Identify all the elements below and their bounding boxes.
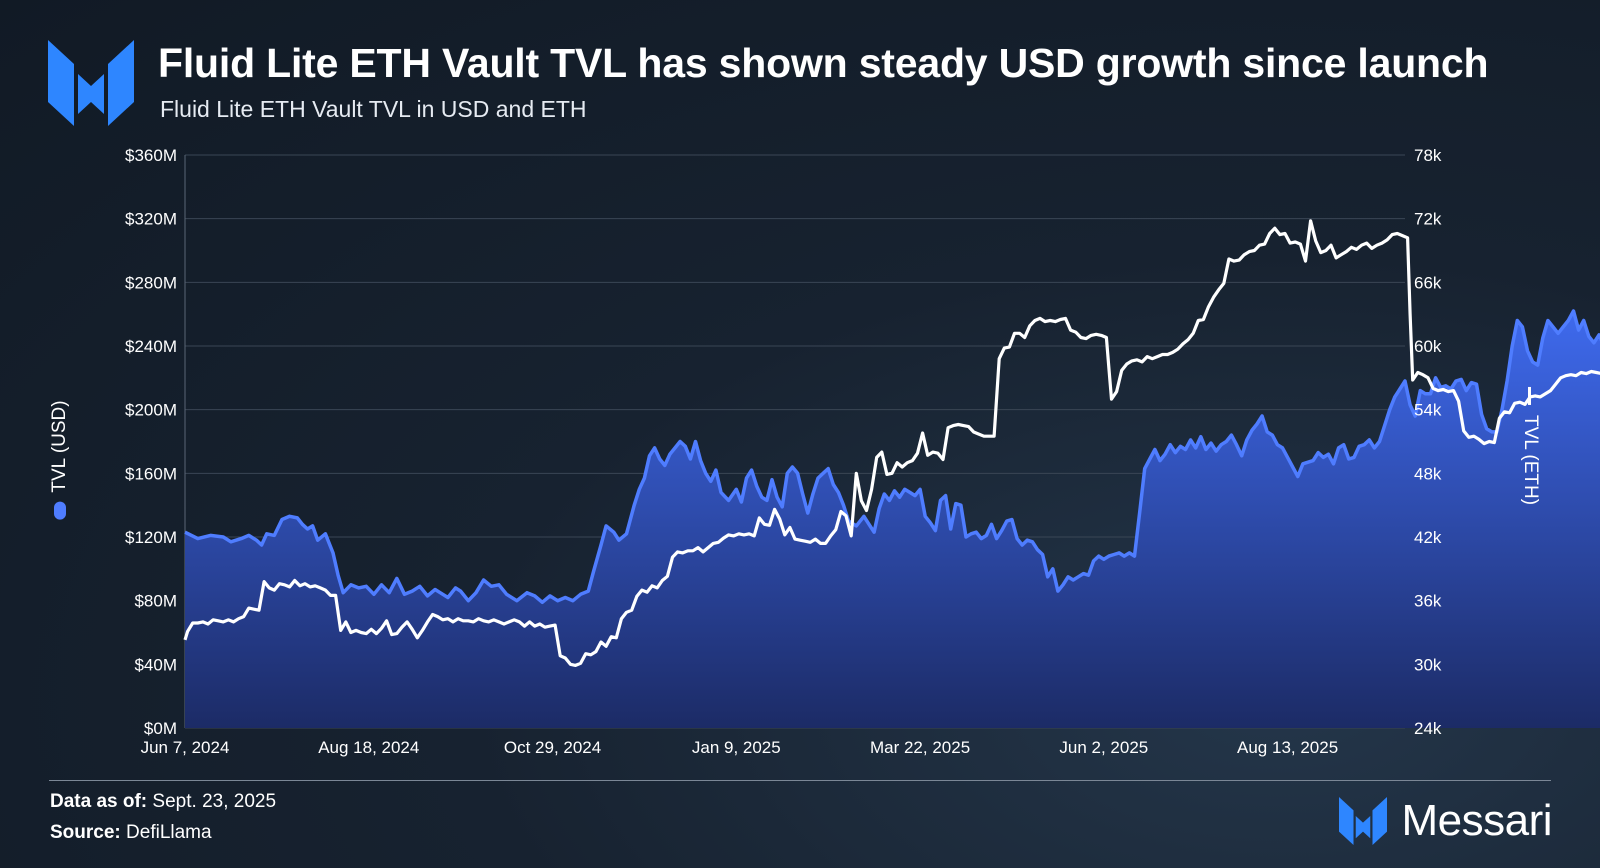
y-right-tick-label: 78k — [1414, 146, 1442, 165]
y-left-tick-label: $40M — [134, 655, 177, 674]
y-left-tick-label: $280M — [125, 273, 177, 292]
y-right-tick-label: 48k — [1414, 464, 1442, 483]
footer-divider — [49, 780, 1551, 781]
x-tick-label: Mar 22, 2025 — [870, 738, 970, 757]
y-right-tick-label: 60k — [1414, 337, 1442, 356]
y-right-tick-label: 42k — [1414, 528, 1442, 547]
y-right-tick-label: 54k — [1414, 401, 1442, 420]
y-left-tick-label: $0M — [144, 719, 177, 738]
y-left-tick-label: $200M — [125, 401, 177, 420]
left-axis-title: TVL (USD) — [49, 400, 71, 520]
tvl-chart: $0M 24k $40M 30k $80M 36k $120M 42k $160M 48k $200… — [125, 146, 1600, 757]
y-left-tick-label: $120M — [125, 528, 177, 547]
right-axis-title-text: TVL (ETH) — [1520, 414, 1541, 506]
source-value: DefiLlama — [126, 822, 212, 843]
brand-mark: Messari — [1339, 796, 1552, 846]
y-right-tick-label: 30k — [1414, 655, 1442, 674]
y-right-tick-label: 72k — [1414, 210, 1442, 229]
messari-brand-icon — [1339, 797, 1388, 845]
source: Source: DefiLlama — [50, 822, 212, 844]
brand-name: Messari — [1401, 796, 1552, 845]
usd-legend-swatch — [54, 501, 66, 520]
usd-series-line — [184, 309, 1600, 605]
y-right-tick-label: 24k — [1414, 719, 1442, 738]
chart-subtitle: Fluid Lite ETH Vault TVL in USD and ETH — [160, 96, 587, 122]
y-left-tick-label: $240M — [125, 337, 177, 356]
y-right-tick-label: 36k — [1414, 592, 1442, 611]
messari-logo-icon — [48, 40, 134, 126]
data-as-of-value: Sept. 23, 2025 — [152, 791, 277, 812]
data-as-of: Data as of: Sept. 23, 2025 — [50, 791, 276, 813]
x-tick-label: Aug 13, 2025 — [1237, 738, 1338, 757]
y-left-tick-label: $160M — [125, 464, 177, 483]
chart-title: Fluid Lite ETH Vault TVL has shown stead… — [158, 40, 1489, 86]
eth-series-line — [183, 219, 1600, 667]
usd-area — [185, 311, 1600, 728]
eth-legend-swatch — [1528, 386, 1532, 405]
source-label: Source: — [50, 822, 121, 843]
x-tick-label: Oct 29, 2024 — [504, 738, 601, 757]
usd-area-layer — [184, 309, 1600, 728]
axis-labels: $0M 24k $40M 30k $80M 36k $120M 42k $160M 48k $200… — [125, 146, 1442, 757]
data-as-of-label: Data as of: — [50, 791, 148, 812]
y-right-tick-label: 66k — [1414, 273, 1442, 292]
x-tick-label: Jan 9, 2025 — [692, 738, 781, 757]
x-tick-label: Jun 2, 2025 — [1059, 738, 1148, 757]
right-axis-title: TVL (ETH) — [1519, 386, 1541, 506]
x-tick-label: Jun 7, 2024 — [141, 738, 230, 757]
left-axis-title-text: TVL (USD) — [49, 400, 70, 493]
y-left-tick-label: $360M — [125, 146, 177, 165]
x-tick-label: Aug 18, 2024 — [318, 738, 419, 757]
y-left-tick-label: $80M — [134, 592, 177, 611]
eth-line-layer — [183, 219, 1600, 667]
y-left-tick-label: $320M — [125, 210, 177, 229]
